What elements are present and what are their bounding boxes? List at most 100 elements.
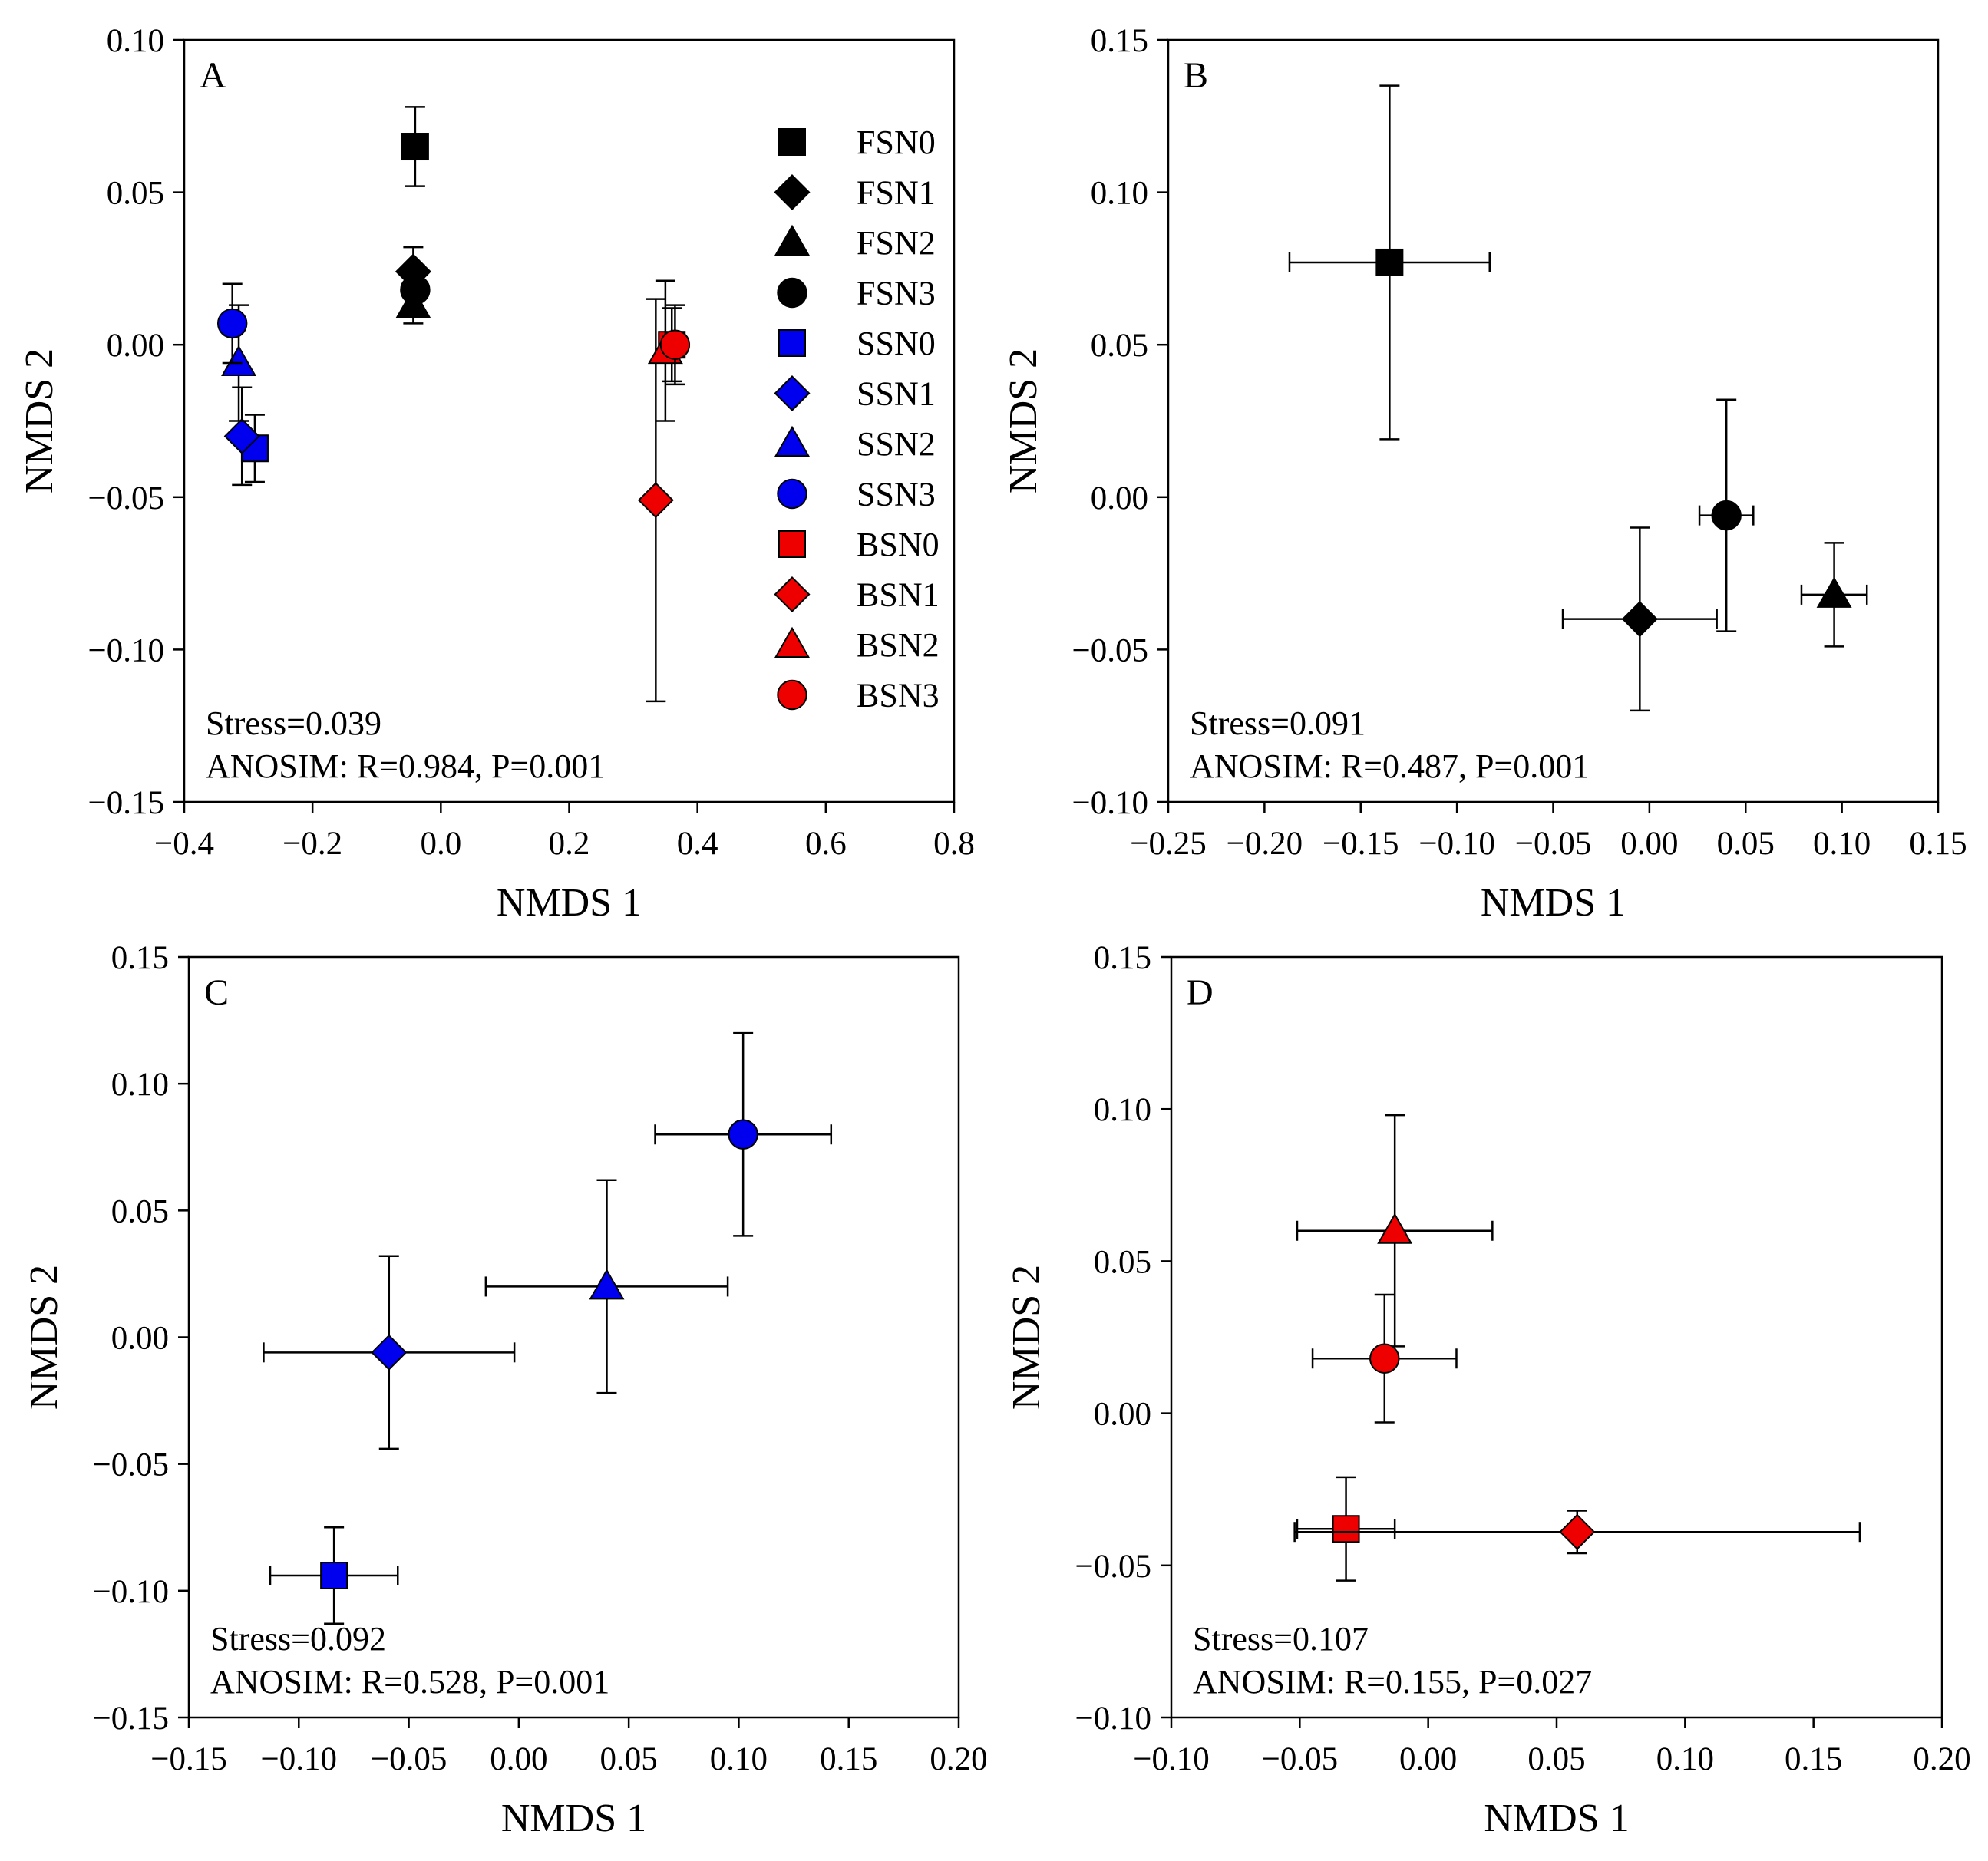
panel-c-xtick-label: −0.10 [261, 1741, 338, 1777]
legend-label: FSN1 [857, 174, 936, 212]
legend-item-bsn0: BSN0 [778, 526, 940, 563]
panel-c-frame [187, 955, 960, 1719]
legend-square-marker [778, 329, 806, 357]
panel-c-xtick-label: −0.05 [371, 1741, 447, 1777]
panel-d-xtick-label: −0.05 [1262, 1741, 1339, 1777]
diamond-marker [1621, 601, 1658, 638]
panel-b-frame [1167, 38, 1940, 803]
panel-c-xtick-label: 0.15 [820, 1741, 877, 1777]
legend-label: BSN0 [857, 526, 940, 563]
panel-b-xtick-label: 0.00 [1620, 826, 1678, 862]
panel-a-ytick-label: −0.15 [88, 785, 164, 821]
panel-a-point-bsn3 [659, 304, 691, 386]
legend-label: SSN1 [857, 375, 936, 413]
panel-d-xtick-label: 0.20 [1913, 1741, 1970, 1777]
panel-a-xtick-label: 0.2 [549, 826, 590, 862]
panel-d-xtick-label: 0.15 [1785, 1741, 1842, 1777]
panel-d-stress: Stress=0.107 [1193, 1620, 1369, 1658]
legend-diamond-marker [774, 375, 811, 412]
panel-c-ytick-label: 0.10 [111, 1067, 169, 1103]
circle-marker [659, 329, 691, 360]
panel-c-letter: C [204, 972, 229, 1013]
panel-b-point-fsn2 [1800, 542, 1868, 648]
square-marker [1375, 248, 1404, 276]
panel-c-ytick-label: −0.15 [92, 1701, 169, 1737]
legend-label: BSN1 [857, 576, 940, 614]
legend-diamond-marker [774, 576, 811, 613]
panel-a-xtick-label: 0.6 [805, 826, 847, 862]
panel-c-point-ssn2 [484, 1179, 729, 1394]
panel-d-xlabel: NMDS 1 [1484, 1797, 1629, 1840]
panel-b-xtick-label: −0.20 [1227, 826, 1303, 862]
panel-a-ylabel: NMDS 2 [18, 348, 61, 493]
panel-a-ytick-label: 0.05 [107, 176, 164, 212]
panel-d-point-bsn2 [1296, 1114, 1494, 1348]
legend-label: SSN0 [857, 325, 936, 362]
panel-a-xtick-label: 0.0 [420, 826, 461, 862]
panel-a-point-fsn0 [401, 106, 429, 187]
circle-marker [216, 308, 248, 339]
panel-d-xtick-label: −0.10 [1133, 1741, 1210, 1777]
legend-square-marker [778, 530, 806, 558]
panel-d-letter: D [1187, 972, 1214, 1013]
panel-c-ytick-label: −0.05 [92, 1447, 169, 1483]
panel-d: −0.10 −0.05 0.00 0.05 0.10 0.15 0.20 −0.10 −0.05… [1005, 940, 1971, 1840]
panel-a-point-ssn1 [223, 386, 260, 487]
legend-triangle-marker [774, 626, 810, 658]
panel-c-stress: Stress=0.092 [210, 1620, 386, 1658]
panel-c-xlabel: NMDS 1 [501, 1797, 646, 1840]
legend-item-fsn0: FSN0 [778, 124, 936, 161]
panel-b-ytick-label: 0.10 [1091, 176, 1148, 212]
panel-a-letter: A [200, 55, 226, 96]
panel-c: −0.15 −0.10 −0.05 0.00 0.05 0.10 0.15 0.20 −0.15… [22, 940, 988, 1840]
panel-d-ytick-label: 0.05 [1094, 1244, 1151, 1280]
panel-a-ytick-label: −0.10 [88, 632, 164, 668]
panel-d-ytick-label: −0.05 [1075, 1549, 1151, 1585]
panel-c-ytick-label: 0.05 [111, 1193, 169, 1229]
panel-c-xtick-label: −0.15 [150, 1741, 227, 1777]
panel-c-xtick-label: 0.05 [600, 1741, 658, 1777]
panel-a-frame [183, 38, 956, 803]
panel-d-point-bsn3 [1311, 1293, 1458, 1424]
square-marker [320, 1562, 348, 1590]
legend-label: FSN2 [857, 224, 936, 262]
panel-b-ytick-label: −0.05 [1072, 632, 1148, 668]
square-marker [1332, 1515, 1360, 1543]
panel-b-letter: B [1184, 55, 1208, 96]
legend-item-ssn1: SSN1 [774, 375, 936, 413]
panel-b-ytick-label: 0.00 [1091, 480, 1148, 516]
diamond-marker [1559, 1513, 1596, 1550]
panel-b-point-fsn3 [1698, 398, 1755, 632]
legend-item-fsn1: FSN1 [774, 174, 936, 212]
legend-item-ssn0: SSN0 [778, 325, 936, 362]
panel-a-xtick-label: 0.4 [677, 826, 718, 862]
panel-d-frame [1170, 955, 1943, 1719]
panel-a-ytick-label: 0.00 [107, 328, 164, 364]
panel-b-xtick-label: 0.15 [1909, 826, 1967, 862]
panel-a-anosim: ANOSIM: R=0.984, P=0.001 [206, 747, 605, 785]
panel-d-anosim: ANOSIM: R=0.155, P=0.027 [1193, 1663, 1592, 1701]
panel-a-legend: FSN0 FSN1 FSN2 FSN3 SSN0 SSN1 SSN2 SSN3 BSN0 BSN1… [774, 124, 940, 714]
panel-a-point-ssn3 [216, 282, 248, 365]
panel-c-xtick-label: 0.10 [710, 1741, 768, 1777]
panel-a-point-fsn3 [400, 264, 431, 315]
legend-circle-marker [777, 277, 807, 309]
legend-item-ssn2: SSN2 [774, 425, 936, 463]
legend-label: SSN3 [857, 476, 936, 513]
panel-b-xtick-label: −0.25 [1130, 826, 1207, 862]
panel-b-xtick-label: −0.05 [1515, 826, 1592, 862]
circle-marker [400, 275, 431, 305]
panel-b-point-fsn1 [1561, 526, 1718, 712]
panel-d-point-bsn0 [1296, 1476, 1396, 1582]
panel-b: −0.25 −0.20 −0.15 −0.10 −0.05 0.00 0.05 0.10 0.1… [1002, 23, 1967, 925]
panel-a-stress: Stress=0.039 [206, 704, 381, 742]
diamond-marker [371, 1334, 408, 1371]
panel-c-ytick-label: −0.10 [92, 1574, 169, 1610]
legend-item-bsn1: BSN1 [774, 576, 940, 614]
panel-b-ylabel: NMDS 2 [1002, 348, 1045, 493]
panel-c-point-ssn1 [263, 1255, 516, 1450]
panel-d-xtick-label: 0.10 [1656, 1741, 1714, 1777]
legend-label: SSN2 [857, 425, 936, 463]
legend-label: FSN3 [857, 275, 936, 312]
legend-label: BSN3 [857, 677, 940, 714]
